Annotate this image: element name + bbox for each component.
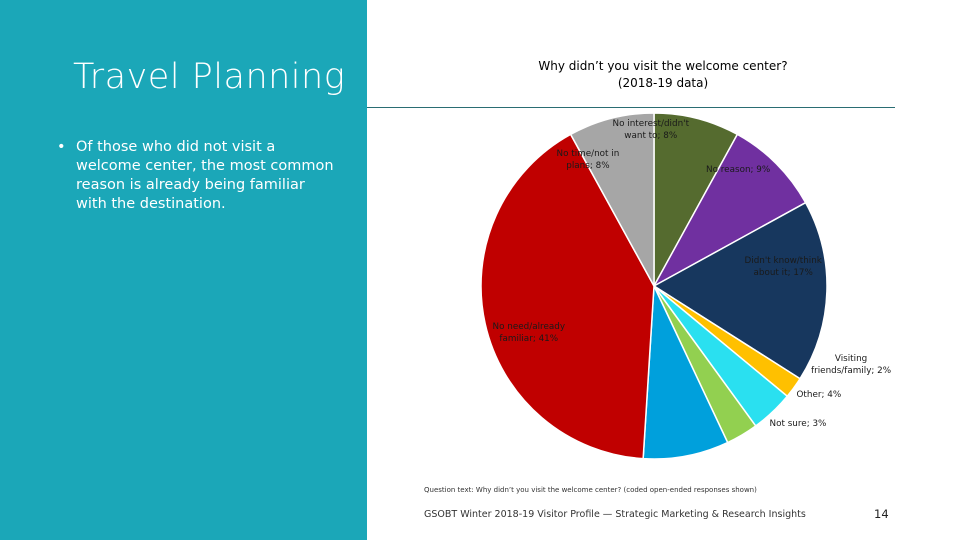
slice-label-6: Not sure; 3%: [770, 419, 827, 431]
slice-label-line: friends/family; 2%: [811, 365, 892, 376]
slice-label-line: Other; 4%: [796, 390, 842, 400]
slice-label-5: Other; 4%: [797, 390, 842, 402]
chart-title: Why didn’t you visit the welcome center?…: [470, 58, 856, 92]
source-footer: GSOBT Winter 2018-19 Visitor Profile — S…: [424, 509, 806, 520]
pie-slice-9: [569, 112, 655, 287]
slice-label-3: Didn't know/think about it; 17%: [745, 256, 822, 279]
slice-label-8: No need/already familiar; 41%: [493, 322, 566, 345]
question-footnote: Question text: Why didn’t you visit the …: [424, 486, 757, 494]
slice-label-line: No reason; 9%: [706, 165, 771, 175]
slice-label-line: Not sure; 3%: [769, 419, 827, 429]
slice-label-2: No reason; 9%: [706, 165, 770, 177]
pie-slice-2: [652, 133, 807, 288]
bullet-point: • Of those who did not visit a welcome c…: [57, 138, 337, 214]
slice-label-1: No interest/didn't want to; 8%: [613, 119, 690, 142]
slice-label-9: No time/not in plans; 8%: [557, 149, 620, 172]
slide-title: Travel Planning: [73, 57, 346, 97]
slice-label-4: Visiting friends/family; 2%: [811, 354, 891, 377]
chart-subtitle: (2018-19 data): [617, 76, 709, 90]
slice-label-line: familiar; 41%: [499, 333, 559, 344]
pie-slice-3: [652, 201, 828, 380]
chart-title-main: Why didn’t you visit the welcome center?: [538, 59, 788, 73]
slice-label-line: about it; 17%: [753, 267, 813, 278]
slice-label-line: No need/already: [492, 322, 566, 332]
slice-label-line: want to; 8%: [624, 130, 678, 141]
page-number: 14: [874, 507, 889, 521]
title-divider: [367, 107, 895, 108]
slice-label-line: No time/not in: [556, 149, 620, 159]
bullet-text: Of those who did not visit a welcome cen…: [76, 139, 334, 212]
slice-label-line: Didn't know/think: [744, 256, 822, 266]
left-panel: [0, 0, 367, 540]
bullet-mark: •: [57, 139, 66, 155]
slice-label-line: plans; 8%: [566, 160, 610, 171]
pie-slice-8: [480, 133, 655, 460]
slice-label-line: Visiting: [834, 354, 868, 364]
slice-label-line: No interest/didn't: [612, 119, 690, 129]
